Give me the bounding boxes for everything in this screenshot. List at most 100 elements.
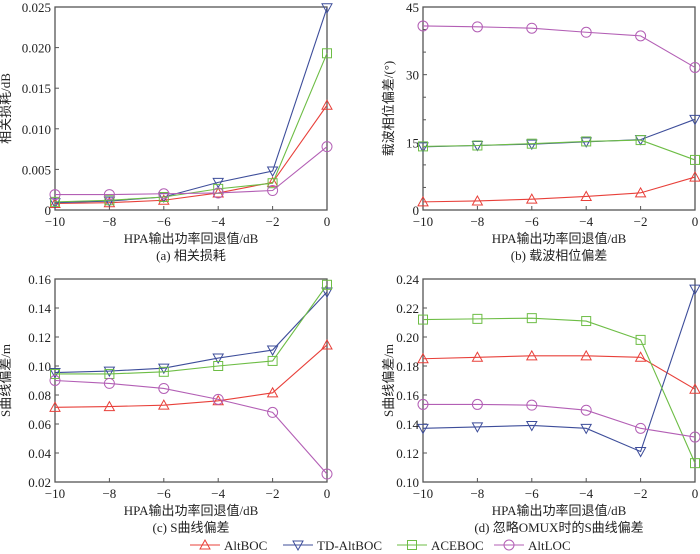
data-point [689,61,700,73]
legend-label: ACEBOC [431,538,484,553]
data-point [525,193,538,204]
data-point [212,353,225,365]
data-point [103,196,116,208]
data-point [525,420,538,432]
y-tick-label: 0.24 [396,272,419,287]
chart-panel-c: 0.02 0.04 0.06 0.08 0.10 0.12 0.14 0.16 −10 −8 −6 −… [0,272,333,535]
data-point [635,135,646,146]
series-td-altboc [417,284,700,458]
data-point [417,352,429,364]
x-tick-label: −10 [413,486,433,501]
x-tick-label: −8 [470,214,484,229]
x-tick-label: −8 [102,486,116,501]
data-point [689,171,700,182]
data-point [267,355,278,366]
x-tick-label: 0 [692,486,699,501]
data-point [525,139,538,151]
x-tick-label: −10 [45,486,65,501]
data-point [471,422,484,433]
legend-item-altboc: AltBOC [190,538,267,553]
chart-caption: (d) 忽略OMUX时的S曲线偏差 [474,520,643,535]
y-tick-label: 0 [45,203,52,218]
x-tick-label: −6 [525,214,539,229]
y-tick-label: 0.16 [28,272,51,287]
series-line [54,379,328,475]
y-axis-label: 载波相位偏差/(°) [381,61,396,156]
plot-frame [422,6,696,211]
data-point [266,386,279,398]
x-tick-label: −4 [579,486,593,501]
data-point [472,313,483,324]
series-altloc [417,398,700,443]
series-line [422,288,696,453]
series-line [422,139,696,161]
y-axis-label: S曲线偏差/m [0,344,13,417]
data-point [471,351,484,362]
x-tick-label: −10 [45,214,65,229]
legend: AltBOC TD-AltBOC ACEBOC AltLOC [190,538,571,553]
data-point [157,363,170,375]
data-point [634,351,647,362]
y-tick-label: 0.14 [396,417,419,432]
series-line [54,7,328,204]
data-point [471,194,484,206]
data-point [49,401,61,412]
series-line [422,355,696,390]
legend-item-aceboc: ACEBOC [397,538,484,553]
y-axis-label: S曲线偏差/m [381,344,396,417]
data-point [103,366,116,378]
data-point [689,383,700,394]
data-point [49,189,61,201]
legend-label: TD-AltBOC [317,538,382,553]
y-tick-label: 0.10 [28,359,51,374]
x-tick-label: −2 [266,486,280,501]
data-point [157,194,170,205]
data-point [158,366,169,377]
data-point [689,284,700,296]
x-axis-label: HPA输出功率回退值/dB [124,503,259,518]
x-tick-label: −6 [157,214,171,229]
series-altboc [49,338,333,412]
data-point [266,166,279,178]
series-line [422,317,696,464]
legend-label: AltBOC [224,538,267,553]
data-point [580,190,593,201]
y-tick-label: 0.18 [396,359,419,374]
y-tick-label: 45 [406,0,419,15]
data-point [526,138,537,149]
data-point [689,431,700,443]
y-tick-label: 0.015 [22,81,51,96]
data-point [471,398,483,410]
data-point [157,399,170,410]
data-point [417,195,429,207]
legend-marker [199,538,211,550]
data-point [322,48,332,59]
data-point [49,198,61,209]
series-altloc [49,375,333,480]
data-point [158,188,170,200]
series-aceboc [50,48,332,207]
data-point [417,423,429,435]
series-line [55,146,328,196]
x-tick-label: −6 [157,486,171,501]
x-tick-label: −2 [634,214,648,229]
data-point [580,404,592,416]
y-tick-label: 0.16 [396,388,419,403]
chart-caption: (c) S曲线偏差 [153,520,230,535]
series-aceboc [50,279,332,379]
y-tick-label: 0.02 [28,475,51,490]
data-point [635,30,647,42]
data-point [158,192,169,203]
data-point [417,398,429,410]
data-point [580,423,593,435]
data-point [581,316,592,327]
data-point [580,26,592,38]
x-tick-label: −4 [211,214,225,229]
series-line [54,291,328,374]
x-tick-label: −8 [470,486,484,501]
data-point [634,447,647,458]
series-altloc [417,20,700,73]
data-point [267,406,279,418]
data-point [526,22,538,34]
y-tick-label: 0.14 [28,301,51,316]
